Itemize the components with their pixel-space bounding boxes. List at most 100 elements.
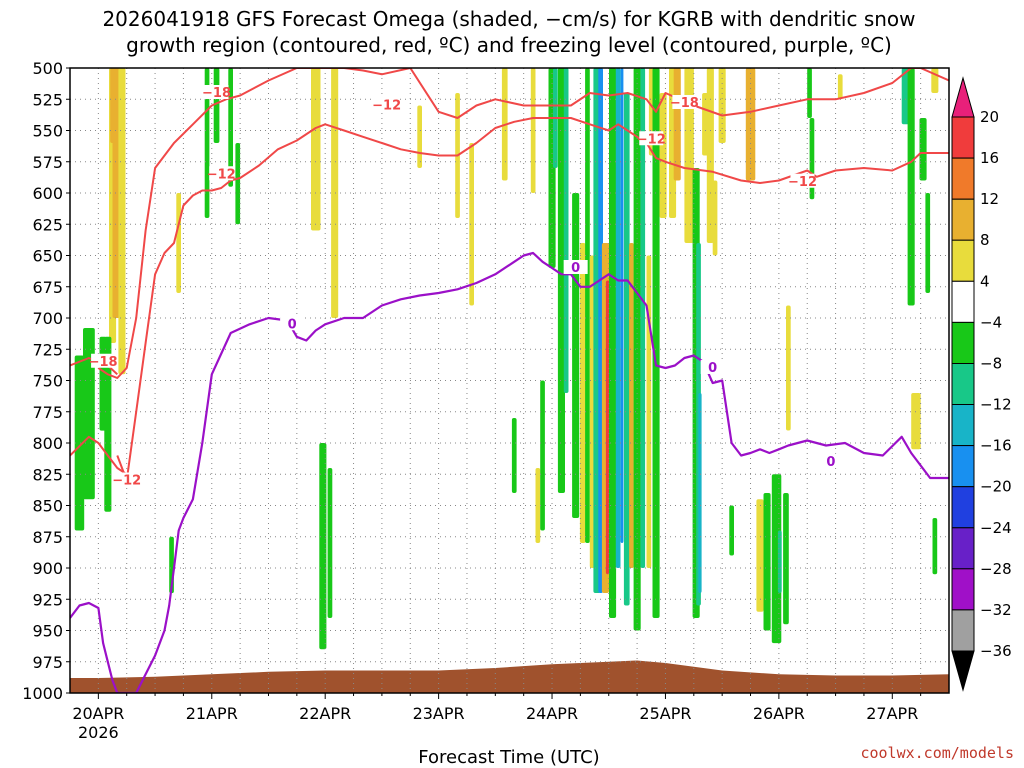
contour-label-bg-10 xyxy=(700,360,725,374)
colorbar-segment-8 xyxy=(951,445,975,488)
contour-label-bg-4 xyxy=(374,97,399,112)
omega-cell-47 xyxy=(652,68,660,618)
colorbar-label-13: −36 xyxy=(980,642,1012,660)
colorbar-bottom-arrow xyxy=(951,650,975,692)
ground-terrain xyxy=(70,660,949,693)
credit-text: coolwx.com/models xyxy=(860,744,1014,762)
omega-cell-40 xyxy=(620,68,624,543)
contour-label-bg-8 xyxy=(280,316,305,331)
chart-title-line2: growth region (contoured, red, ºC) and f… xyxy=(126,33,892,57)
colorbar-segment-12 xyxy=(951,609,975,652)
y-tick-label-500: 500 xyxy=(32,59,63,78)
dgz-contour-minus18 xyxy=(97,68,949,379)
omega-cell-64 xyxy=(777,530,782,593)
omega-cell-59 xyxy=(729,505,734,556)
omega-cell-44 xyxy=(640,68,646,568)
omega-cell-71 xyxy=(907,68,915,306)
y-tick-label-575: 575 xyxy=(32,153,63,172)
contour-label-layer: −18 −18 −18 −12 −12 −12 −12 −12 0 0 0 0 xyxy=(89,85,843,489)
omega-cell-18 xyxy=(417,105,422,168)
contour-label-bg-0 xyxy=(204,85,229,99)
omega-cell-29 xyxy=(563,68,569,393)
contour-label-11: 0 xyxy=(826,455,835,470)
omega-cell-58 xyxy=(718,68,726,143)
contour-label-bg-9 xyxy=(563,260,588,274)
omega-cell-32 xyxy=(585,68,590,543)
x-axis-ticks: 20APR 21APR 22APR 23APR 24APR 25APR 26APR 27APR… xyxy=(72,693,922,742)
chart-title-line1: 2026041918 GFS Forecast Omega (shaded, −… xyxy=(102,7,915,31)
y-tick-label-750: 750 xyxy=(32,372,63,391)
omega-cell-42 xyxy=(629,243,634,568)
x-tick-year-label: 2026 xyxy=(78,723,119,742)
omega-cell-11 xyxy=(213,68,220,143)
x-tick-label-27APR: 27APR xyxy=(866,704,918,723)
omega-cell-50 xyxy=(673,68,681,181)
y-tick-label-625: 625 xyxy=(32,215,63,234)
x-tick-label-26APR: 26APR xyxy=(753,704,805,723)
omega-cell-75 xyxy=(931,68,939,93)
contour-label-4: −12 xyxy=(372,99,401,114)
y-tick-label-850: 850 xyxy=(32,497,63,516)
omega-cell-39 xyxy=(615,68,621,568)
x-tick-label-23APR: 23APR xyxy=(413,704,465,723)
omega-cell-61 xyxy=(756,499,764,612)
contour-label-1: −18 xyxy=(89,355,118,370)
contour-label-bg-5 xyxy=(639,131,664,146)
colorbar-label-9: −20 xyxy=(980,478,1012,496)
omega-cell-63 xyxy=(771,474,782,644)
colorbar-top-arrow xyxy=(951,76,975,118)
omega-cell-7 xyxy=(104,336,112,512)
y-axis-ticks: 500 525 550 575 600 625 650 675 700 725 750 775 800 8… xyxy=(22,59,70,703)
colorbar-label-3: 8 xyxy=(980,231,990,249)
x-axis-label: Forecast Time (UTC) xyxy=(418,747,599,768)
colorbar-label-1: 16 xyxy=(980,149,999,167)
dgz-contour-minus12 xyxy=(116,117,949,482)
colorbar-segment-3 xyxy=(951,239,975,282)
omega-cell-10 xyxy=(204,68,210,218)
y-tick-label-725: 725 xyxy=(32,340,63,359)
omega-cell-0 xyxy=(83,328,95,500)
contour-label-bg-7 xyxy=(114,472,139,487)
colorbar-segment-6 xyxy=(951,363,975,406)
plot-frame xyxy=(69,67,950,694)
freezing-level-contour xyxy=(70,251,949,693)
contour-label-5: −12 xyxy=(637,132,666,147)
omega-cell-35 xyxy=(598,68,603,593)
x-tick-label-21APR: 21APR xyxy=(186,704,238,723)
colorbar-segment-9 xyxy=(951,486,975,529)
colorbar-segment-4 xyxy=(951,280,975,323)
omega-cell-25 xyxy=(540,380,545,531)
contour-label-0: −18 xyxy=(202,86,231,101)
omega-cell-15 xyxy=(331,68,339,318)
contour-label-10: 0 xyxy=(708,361,717,376)
colorbar-label-12: −32 xyxy=(980,601,1012,619)
omega-cell-51 xyxy=(684,68,694,243)
colorbar-label-11: −28 xyxy=(980,560,1012,578)
omega-cell-33 xyxy=(589,255,595,568)
omega-cell-62 xyxy=(763,493,771,631)
colorbar-segment-7 xyxy=(951,404,975,447)
y-tick-label-550: 550 xyxy=(32,122,63,141)
y-tick-label-1000: 1000 xyxy=(22,684,63,703)
contour-label-7: −12 xyxy=(112,474,141,489)
contour-label-8: 0 xyxy=(288,317,297,332)
omega-shading-layer xyxy=(74,68,939,650)
y-tick-label-650: 650 xyxy=(32,247,63,266)
colorbar-label-0: 20 xyxy=(980,108,999,126)
omega-cell-38 xyxy=(609,68,617,618)
omega-cell-74 xyxy=(925,193,931,293)
omega-cell-48 xyxy=(659,93,667,218)
x-tick-label-25APR: 25APR xyxy=(639,704,691,723)
contour-label-bg-6 xyxy=(790,173,815,188)
contour-label-bg-11 xyxy=(818,453,843,468)
colorbar-segment-11 xyxy=(951,568,975,611)
contour-label-9: 0 xyxy=(571,261,580,276)
omega-cell-1 xyxy=(74,355,85,531)
y-tick-label-975: 975 xyxy=(32,653,63,672)
y-tick-label-775: 775 xyxy=(32,403,63,422)
omega-cell-13 xyxy=(235,143,241,225)
contour-label-bg-3 xyxy=(209,166,234,181)
omega-cell-16 xyxy=(319,443,327,650)
y-tick-label-950: 950 xyxy=(32,622,63,641)
